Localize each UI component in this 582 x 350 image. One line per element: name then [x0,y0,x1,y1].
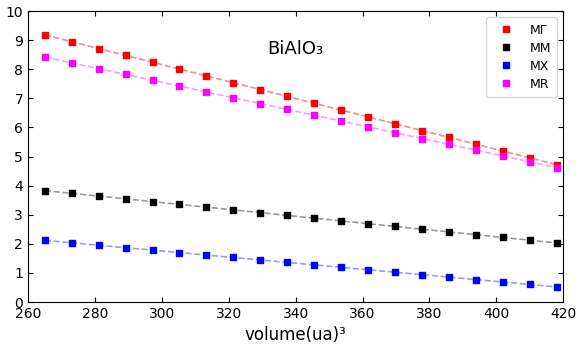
MΓ [444,134,453,140]
Text: BiAlO₃: BiAlO₃ [268,40,324,58]
MΓ [525,155,534,161]
MX [40,238,49,243]
MR [444,141,453,147]
MΓ [67,39,76,44]
MX [121,245,130,251]
MR [498,153,508,159]
MΓ [40,32,49,38]
MΓ [121,52,130,58]
MΓ [255,87,265,92]
MM [525,237,534,243]
MM [148,199,157,204]
MM [283,212,292,218]
MΓ [552,162,561,168]
MX [498,279,508,285]
MX [283,260,292,265]
MΓ [283,93,292,99]
MΓ [94,46,104,51]
MX [363,267,372,273]
MR [391,130,400,135]
MM [417,226,427,232]
X-axis label: volume(ua)³: volume(ua)³ [245,327,346,344]
MΓ [310,100,319,106]
MR [202,89,211,95]
MΓ [148,60,157,65]
MX [175,250,184,255]
MR [417,136,427,141]
MM [391,224,400,229]
MX [148,247,157,253]
MR [67,60,76,66]
MΓ [229,80,238,85]
MX [202,252,211,258]
MM [444,229,453,235]
MX [67,240,76,246]
Legend: MΓ, MM, MX, MR: MΓ, MM, MX, MR [485,17,557,97]
MR [552,165,561,170]
MM [67,190,76,196]
MX [310,262,319,268]
MΓ [417,128,427,133]
MR [229,95,238,100]
MΓ [391,121,400,126]
MM [255,210,265,216]
MM [229,207,238,213]
MR [94,66,104,71]
MX [417,272,427,278]
MX [471,277,481,282]
MR [255,101,265,106]
MR [310,112,319,118]
MΓ [471,141,481,147]
MM [202,204,211,210]
MR [121,72,130,77]
MX [444,274,453,280]
MX [525,282,534,287]
MΓ [363,114,372,120]
MΓ [498,148,508,154]
MR [283,107,292,112]
MM [94,193,104,199]
MM [310,215,319,221]
MM [121,196,130,202]
MM [552,240,561,246]
MX [94,243,104,248]
MM [40,188,49,194]
MM [363,221,372,226]
MX [391,270,400,275]
MR [40,54,49,60]
MΓ [202,73,211,79]
MX [552,284,561,290]
MM [336,218,346,224]
MR [471,147,481,153]
MX [255,257,265,263]
MR [336,118,346,124]
MR [525,159,534,164]
MX [336,265,346,270]
MΓ [336,107,346,113]
MR [175,83,184,89]
MM [175,202,184,207]
MΓ [175,66,184,72]
MM [471,232,481,238]
MX [229,255,238,260]
MM [498,234,508,240]
MR [363,124,372,130]
MR [148,77,157,83]
